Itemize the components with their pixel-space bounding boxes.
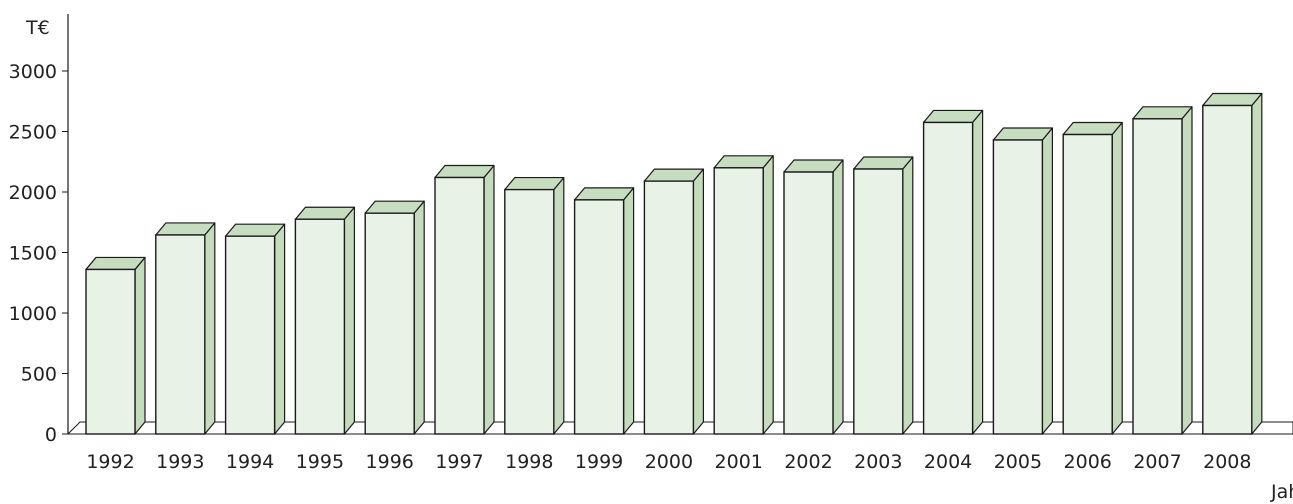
bar-1998 bbox=[504, 176, 565, 435]
x-axis-tick-labels: 1992 1993 1994 1995 1996 1997 1998 1999 2000 2001… bbox=[86, 451, 1251, 473]
bar-top-face bbox=[783, 159, 844, 173]
bar-side-face bbox=[204, 222, 216, 435]
bar-side-face bbox=[413, 200, 425, 435]
bar-top-face bbox=[504, 176, 565, 191]
bar-side-face bbox=[343, 206, 355, 435]
x-tick-label: 1995 bbox=[296, 451, 344, 473]
bar-top-face bbox=[85, 256, 146, 271]
bar-side-face bbox=[971, 109, 984, 435]
y-tick-label: 2500 bbox=[9, 122, 57, 144]
bar-front-face bbox=[1132, 118, 1183, 435]
bar-side-face bbox=[134, 256, 146, 435]
bar-2005 bbox=[992, 127, 1054, 435]
x-tick-label: 1999 bbox=[575, 451, 623, 473]
bar-front-face bbox=[504, 188, 555, 435]
x-tick-label: 1998 bbox=[505, 451, 553, 473]
bar-top-face bbox=[434, 164, 495, 179]
bar-front-face bbox=[155, 234, 206, 435]
bar-front-face bbox=[1202, 104, 1253, 435]
bar-2001 bbox=[713, 155, 774, 435]
x-tick-label: 1994 bbox=[226, 451, 274, 473]
bar-front-face bbox=[224, 235, 276, 435]
bar-front-face bbox=[853, 168, 904, 435]
bar-top-face bbox=[713, 155, 774, 169]
bar-top-face bbox=[643, 168, 705, 182]
bars bbox=[85, 92, 1263, 435]
y-tick-label: 1500 bbox=[9, 243, 57, 265]
x-tick-label: 2000 bbox=[645, 451, 693, 473]
y-tick-label: 0 bbox=[45, 424, 57, 446]
bar-top-face bbox=[155, 222, 216, 236]
bar-2008 bbox=[1202, 92, 1263, 435]
bar-front-face bbox=[364, 212, 415, 435]
bar-front-face bbox=[992, 139, 1044, 435]
bar-side-face bbox=[762, 155, 774, 435]
bar-1997 bbox=[434, 164, 495, 435]
bar-2000 bbox=[643, 168, 705, 435]
bar-1992 bbox=[85, 256, 146, 435]
bar-side-face bbox=[483, 164, 495, 435]
bar-side-face bbox=[832, 159, 844, 435]
x-tick-label: 1993 bbox=[156, 451, 204, 473]
bar-2007 bbox=[1132, 106, 1193, 435]
bar-front-face bbox=[434, 176, 485, 435]
bar-side-face bbox=[692, 168, 705, 435]
x-tick-label: 2003 bbox=[854, 451, 902, 473]
bar-top-face bbox=[1132, 106, 1193, 120]
y-axis-label: T€ bbox=[25, 17, 50, 39]
bar-1995 bbox=[294, 206, 355, 435]
y-tick-label: 2000 bbox=[9, 182, 57, 204]
bar-front-face bbox=[1062, 133, 1113, 435]
bar-front-face bbox=[573, 199, 625, 435]
bar-top-face bbox=[225, 223, 286, 237]
bar-side-face bbox=[902, 156, 914, 435]
bar-front-face bbox=[783, 171, 834, 435]
bar-front-face bbox=[294, 218, 346, 435]
bar-1994 bbox=[224, 223, 286, 435]
bar-top-face bbox=[1062, 121, 1123, 136]
x-tick-label: 1997 bbox=[435, 451, 483, 473]
bar-front-face bbox=[85, 268, 136, 435]
bar-top-face bbox=[992, 127, 1054, 141]
x-tick-label: 2008 bbox=[1203, 451, 1251, 473]
y-tick-label: 500 bbox=[21, 364, 57, 386]
bar-2004 bbox=[922, 109, 984, 435]
bar-side-face bbox=[1111, 121, 1123, 435]
x-tick-label: 1996 bbox=[366, 451, 414, 473]
y-tick-label: 3000 bbox=[9, 61, 57, 83]
bar-front-face bbox=[713, 167, 764, 435]
bar-side-face bbox=[274, 223, 286, 435]
bar-1999 bbox=[573, 187, 635, 435]
bar-side-face bbox=[1251, 92, 1263, 435]
bar-top-face bbox=[922, 109, 984, 124]
bar-side-face bbox=[1181, 106, 1193, 435]
bar-front-face bbox=[643, 180, 695, 435]
bar-2002 bbox=[783, 159, 844, 435]
x-tick-label: 2005 bbox=[994, 451, 1042, 473]
x-tick-label: 2004 bbox=[924, 451, 972, 473]
x-axis-label: Jahr bbox=[1270, 481, 1293, 503]
bar-1996 bbox=[364, 200, 425, 435]
bar-top-face bbox=[1202, 92, 1263, 107]
x-tick-label: 1992 bbox=[86, 451, 134, 473]
bar-top-face bbox=[853, 156, 914, 170]
bar-top-face bbox=[364, 200, 425, 214]
bar-side-face bbox=[1041, 127, 1054, 435]
bar-front-face bbox=[922, 121, 974, 435]
x-tick-label: 2002 bbox=[784, 451, 832, 473]
bar-top-face bbox=[294, 206, 355, 220]
bar-1993 bbox=[155, 222, 216, 435]
bar-side-face bbox=[553, 176, 565, 435]
x-tick-label: 2006 bbox=[1064, 451, 1112, 473]
y-axis-ticks: 0 500 1000 1500 2000 2500 3000 bbox=[9, 61, 68, 446]
bar-side-face bbox=[622, 187, 635, 435]
y-tick-label: 1000 bbox=[9, 303, 57, 325]
x-tick-label: 2001 bbox=[715, 451, 763, 473]
bar-top-face bbox=[573, 187, 635, 201]
x-tick-label: 2007 bbox=[1133, 451, 1181, 473]
bar-2003 bbox=[853, 156, 914, 435]
bar-2006 bbox=[1062, 121, 1123, 435]
